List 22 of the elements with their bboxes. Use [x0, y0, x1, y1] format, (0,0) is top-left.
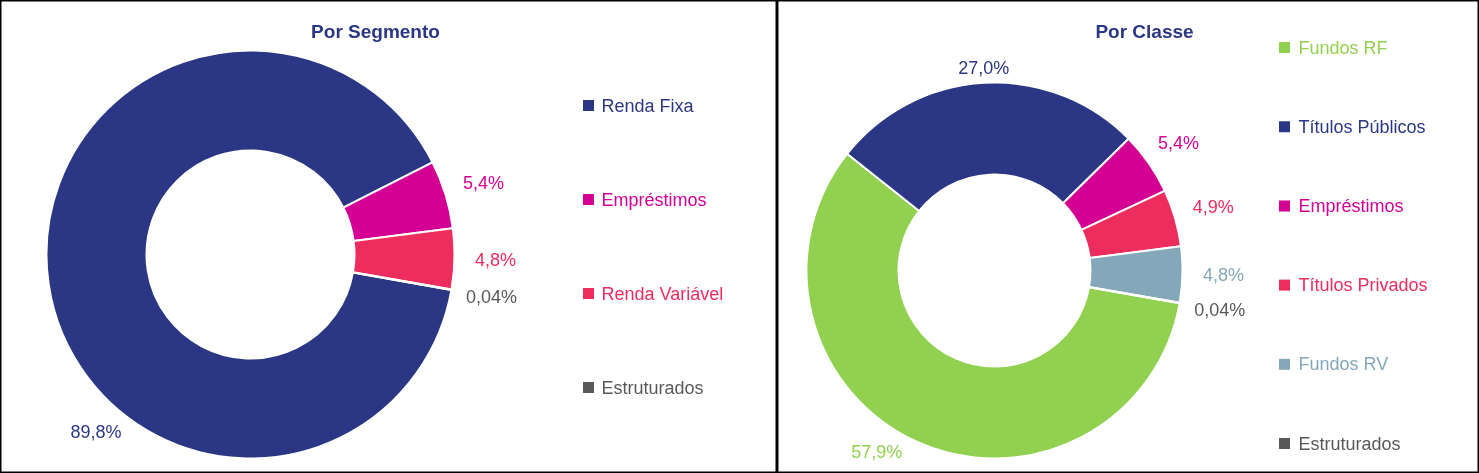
data-label: 89,8%	[70, 422, 122, 443]
legend-label: Títulos Privados	[1298, 275, 1428, 296]
legend-label: Estruturados	[1298, 433, 1401, 454]
data-label: 27,0%	[958, 58, 1010, 79]
chart-title: Por Classe	[1095, 21, 1194, 42]
chart-title: Por Segmento	[311, 21, 440, 42]
legend-label: Fundos RF	[1298, 37, 1388, 58]
legend-label: Estruturados	[601, 377, 704, 398]
data-label: 4,8%	[1202, 265, 1244, 286]
legend-label: Empréstimos	[601, 189, 707, 210]
legend-label: Títulos Públicos	[1298, 116, 1426, 137]
legend-label: Fundos RV	[1298, 354, 1389, 375]
legend-label: Empréstimos	[1298, 195, 1404, 216]
data-label: 57,9%	[851, 441, 903, 462]
data-label: 0,04%	[1194, 299, 1246, 320]
legend-label: Renda Fixa	[601, 95, 695, 116]
legend-label: Renda Variável	[601, 283, 724, 304]
data-label: 0,04%	[465, 286, 517, 307]
data-label: 4,8%	[474, 249, 516, 270]
data-label: 5,4%	[1158, 132, 1200, 153]
data-label: 4,9%	[1192, 196, 1234, 217]
data-label: 5,4%	[462, 172, 504, 193]
